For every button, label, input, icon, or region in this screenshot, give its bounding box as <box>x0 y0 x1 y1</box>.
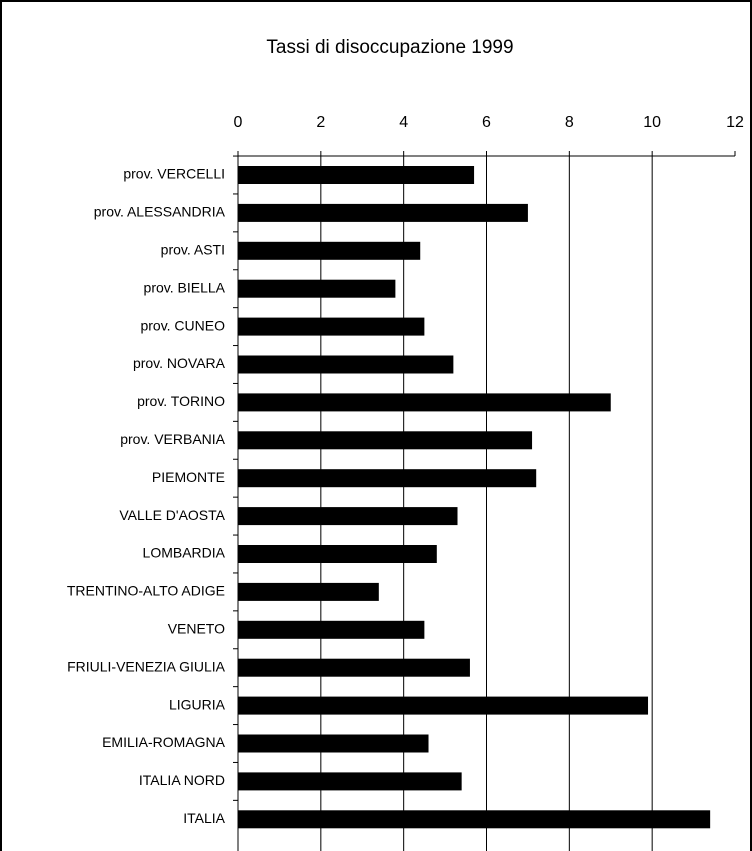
y-tick-label: LIGURIA <box>169 696 226 712</box>
y-tick-label: prov. ALESSANDRIA <box>94 204 226 220</box>
bar <box>238 734 429 753</box>
bar <box>238 469 537 488</box>
bar <box>238 166 475 184</box>
y-tick-label: ITALIA NORD <box>139 772 225 788</box>
y-tick-label: VALLE D'AOSTA <box>119 507 225 523</box>
y-tick-label: prov. VERCELLI <box>123 166 225 182</box>
y-tick-label: prov. TORINO <box>137 393 225 409</box>
y-tick-label: LOMBARDIA <box>143 545 226 561</box>
bar <box>238 620 425 639</box>
y-tick-label: prov. VERBANIA <box>120 431 225 447</box>
y-tick-label: prov. BIELLA <box>144 279 226 295</box>
chart-title: Tassi di disoccupazione 1999 <box>266 37 513 58</box>
bar <box>238 545 437 563</box>
bar <box>238 772 462 791</box>
y-tick-label: prov. ASTI <box>161 242 225 258</box>
bar <box>238 810 711 829</box>
bar <box>238 696 649 715</box>
y-tick-label: EMILIA-ROMAGNA <box>102 734 226 750</box>
bar <box>238 241 421 260</box>
bar <box>238 431 533 450</box>
x-tick-label: 8 <box>565 114 574 131</box>
y-tick-label: FRIULI-VENEZIA GIULIA <box>67 658 226 674</box>
bar <box>238 582 379 601</box>
y-tick-label: prov. CUNEO <box>140 317 225 333</box>
x-tick-label: 10 <box>643 114 661 131</box>
y-tick-label: PIEMONTE <box>152 469 225 485</box>
y-tick-label: TRENTINO-ALTO ADIGE <box>67 583 225 599</box>
bar <box>238 203 528 222</box>
bar <box>238 507 458 526</box>
bar <box>238 279 396 298</box>
y-tick-label: VENETO <box>168 621 225 637</box>
bar <box>238 355 454 374</box>
x-tick-label: 2 <box>316 114 325 131</box>
bar <box>238 393 611 412</box>
y-tick-label: prov. NOVARA <box>133 355 226 371</box>
y-tick-label: ITALIA <box>183 810 225 826</box>
x-tick-label: 4 <box>399 114 408 131</box>
x-tick-label: 0 <box>234 114 243 131</box>
x-tick-label: 12 <box>726 114 744 131</box>
x-tick-label: 6 <box>482 114 491 131</box>
bar <box>238 317 425 336</box>
bar <box>238 658 470 677</box>
